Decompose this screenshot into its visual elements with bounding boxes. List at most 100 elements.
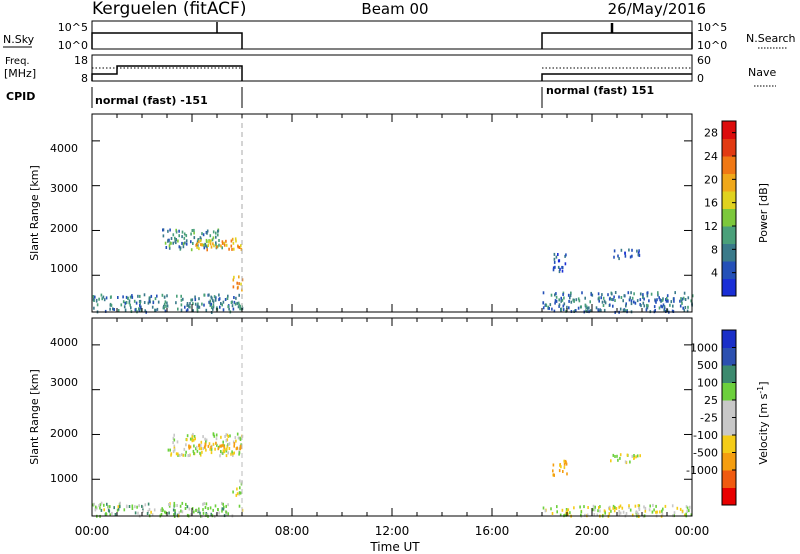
range-cell [233,444,235,448]
range-cell [117,505,120,509]
range-cell [544,303,547,307]
range-cell [620,248,623,252]
range-cell [625,512,628,515]
range-cell [622,299,624,303]
range-cell [234,237,237,241]
power-colorbar-swatch [722,208,736,227]
range-cell [687,305,689,309]
range-cell [205,513,207,517]
power-plot-frame [91,113,693,313]
range-cell [237,245,240,249]
range-cell [169,448,171,452]
range-cell [157,300,160,304]
range-cell [619,511,622,515]
range-cell [219,305,221,309]
range-cell [580,510,583,514]
range-cell [680,297,682,301]
range-cell [679,507,682,511]
range-cell [584,513,586,517]
power-colorbar-tick-label: 16 [704,197,718,210]
range-cell [222,300,225,304]
range-cell [142,509,144,513]
range-cell [165,511,167,515]
range-cell [608,297,611,301]
range-cell [193,435,196,438]
range-cell [638,506,640,510]
range-cell [142,505,144,509]
range-cell [594,505,596,509]
range-cell [212,432,215,436]
range-cell [154,297,157,301]
range-cell [215,235,217,239]
range-cell [633,457,635,460]
range-cell [589,309,592,313]
range-cell [563,296,565,300]
range-cell [195,447,197,451]
x-tick-label: 16:00 [475,524,510,538]
x-axis-ticks: 00:00 04:00 08:00 12:00 16:00 20:00 00:00 [75,524,710,538]
range-cell [164,241,167,245]
range-cell [628,504,630,508]
range-cell [194,298,197,302]
range-cell [165,304,167,308]
range-cell [197,243,199,247]
range-cell [590,293,593,297]
range-cell [173,504,176,508]
range-cell [638,504,641,508]
range-cell [202,508,204,512]
range-cell [238,447,241,451]
range-cell [198,447,201,451]
range-cell [555,295,558,299]
range-cell [185,234,188,238]
power-ytick-4000: 4000 [50,142,78,155]
range-cell [198,305,201,309]
range-cell [639,298,642,302]
range-cell [127,296,129,300]
range-cell [227,503,229,507]
range-cell [235,439,237,443]
range-cell [577,306,580,310]
range-cell [222,443,224,447]
range-cell [189,305,191,309]
range-cell [123,508,126,512]
range-cell [186,302,189,305]
range-cell [216,245,219,249]
range-cell [549,303,552,307]
range-cell [238,275,240,279]
range-cell [210,295,212,299]
range-cell [610,509,612,513]
range-cell [190,298,192,302]
range-cell [123,305,126,309]
range-cell [221,451,224,455]
range-cell [619,453,622,457]
range-cell [181,510,184,514]
range-cell [566,305,568,309]
range-cell [170,237,173,240]
range-cell [236,446,238,450]
power-colorbar-tick-label: 8 [711,243,718,256]
range-cell [597,292,600,296]
range-cell [226,438,229,442]
range-cell [219,454,221,458]
range-cell [235,239,237,243]
range-cell [202,511,205,515]
range-cell [212,442,215,446]
velocity-colorbar-tick-label: 100 [697,377,718,390]
range-cell [106,502,108,506]
range-cell [201,232,203,236]
range-cell [193,231,195,235]
range-cell [212,300,215,304]
range-cell [111,511,113,515]
range-cell [685,512,687,516]
range-cell [225,449,228,453]
range-cell [208,442,211,446]
range-cell [650,292,653,296]
velocity-colorbar-swatch [722,347,736,366]
range-cell [691,294,694,298]
range-cell [208,293,210,297]
range-cell [658,306,661,310]
range-cell [177,239,179,243]
range-cell [173,433,175,437]
range-cell [221,507,224,511]
range-cell [168,511,170,515]
